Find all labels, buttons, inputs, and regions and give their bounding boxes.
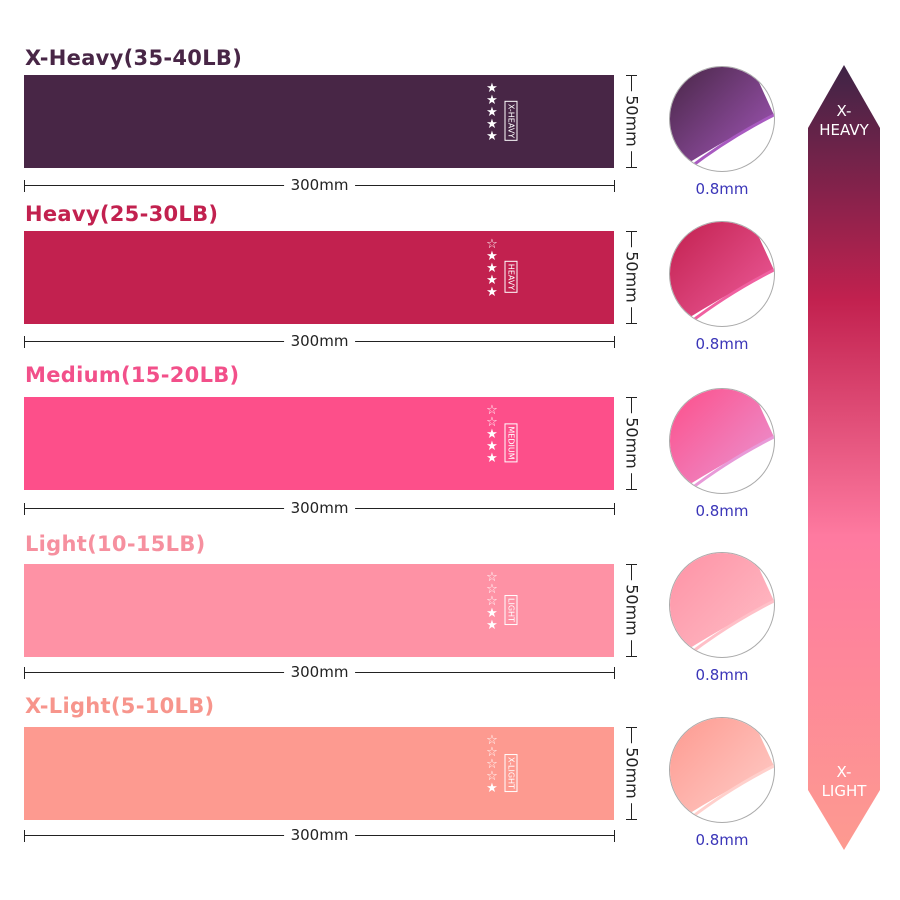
band-swatch: ☆ ☆ ☆ ☆ ★ X-LIGHT (24, 727, 614, 820)
height-dimension: 50mm (622, 75, 642, 168)
star-filled-icon: ★ (486, 273, 498, 288)
scale-bottom-label-2: LIGHT (821, 782, 867, 800)
star-filled-icon: ★ (486, 129, 498, 144)
thickness-label: 0.8mm (695, 335, 749, 353)
star-rating: ☆ ☆ ★ ★ ★ (484, 403, 500, 466)
height-dimension: 50mm (622, 397, 642, 490)
scale-top-label: X- HEAVY (819, 102, 868, 140)
band-swatch: ★ ★ ★ ★ ★ X-HEAVY (24, 75, 614, 168)
star-filled-icon: ★ (486, 451, 498, 466)
star-filled-icon: ★ (486, 93, 498, 108)
thickness-label: 0.8mm (695, 180, 749, 198)
scale-top-label-2: HEAVY (819, 121, 869, 139)
band-title: X-Light(5-10LB) (25, 694, 215, 718)
thickness-label: 0.8mm (695, 831, 749, 849)
width-dimension: 300mm (24, 332, 615, 350)
band-swatch: ☆ ★ ★ ★ ★ HEAVY (24, 231, 614, 324)
star-rating: ☆ ☆ ☆ ★ ★ (484, 570, 500, 633)
star-filled-icon: ★ (486, 285, 498, 300)
scale-top-label-1: X- (836, 102, 852, 120)
star-empty-icon: ☆ (486, 415, 498, 430)
star-filled-icon: ★ (486, 606, 498, 621)
star-rating: ★ ★ ★ ★ ★ (484, 81, 500, 144)
height-dimension: 50mm (622, 727, 642, 820)
thickness-label: 0.8mm (695, 666, 749, 684)
band-title: Medium(15-20LB) (25, 363, 240, 387)
star-filled-icon: ★ (486, 781, 498, 796)
width-label: 300mm (283, 663, 356, 681)
thickness-label: 0.8mm (695, 502, 749, 520)
star-filled-icon: ★ (486, 439, 498, 454)
thickness-closeup (669, 221, 775, 327)
star-empty-icon: ☆ (486, 757, 498, 772)
star-filled-icon: ★ (486, 249, 498, 264)
band-title: Heavy(25-30LB) (25, 202, 219, 226)
star-filled-icon: ★ (486, 81, 498, 96)
width-label: 300mm (283, 826, 356, 844)
star-empty-icon: ☆ (486, 582, 498, 597)
star-filled-icon: ★ (486, 618, 498, 633)
height-dimension: 50mm (622, 564, 642, 657)
width-dimension: 300mm (24, 176, 615, 194)
star-filled-icon: ★ (486, 117, 498, 132)
width-label: 300mm (283, 332, 356, 350)
star-filled-icon: ★ (486, 105, 498, 120)
thickness-closeup (669, 388, 775, 494)
star-rating: ☆ ★ ★ ★ ★ (484, 237, 500, 300)
width-dimension: 300mm (24, 499, 615, 517)
thickness-closeup (669, 717, 775, 823)
width-label: 300mm (283, 176, 356, 194)
band-swatch: ☆ ☆ ☆ ★ ★ LIGHT (24, 564, 614, 657)
star-empty-icon: ☆ (486, 594, 498, 609)
width-dimension: 300mm (24, 663, 615, 681)
star-empty-icon: ☆ (486, 570, 498, 585)
star-empty-icon: ☆ (486, 237, 498, 252)
thickness-closeup (669, 552, 775, 658)
width-label: 300mm (283, 499, 356, 517)
band-title: Light(10-15LB) (25, 532, 206, 556)
scale-bottom-label: X- LIGHT (822, 763, 867, 801)
scale-arrow-shape (808, 65, 880, 850)
star-empty-icon: ☆ (486, 403, 498, 418)
thickness-closeup (669, 66, 775, 172)
star-filled-icon: ★ (486, 261, 498, 276)
band-swatch: ☆ ☆ ★ ★ ★ MEDIUM (24, 397, 614, 490)
height-dimension: 50mm (622, 231, 642, 324)
star-empty-icon: ☆ (486, 733, 498, 748)
star-filled-icon: ★ (486, 427, 498, 442)
star-empty-icon: ☆ (486, 745, 498, 760)
width-dimension: 300mm (24, 826, 615, 844)
band-title: X-Heavy(35-40LB) (25, 46, 243, 70)
scale-bottom-label-1: X- (836, 763, 852, 781)
star-empty-icon: ☆ (486, 769, 498, 784)
star-rating: ☆ ☆ ☆ ☆ ★ (484, 733, 500, 796)
